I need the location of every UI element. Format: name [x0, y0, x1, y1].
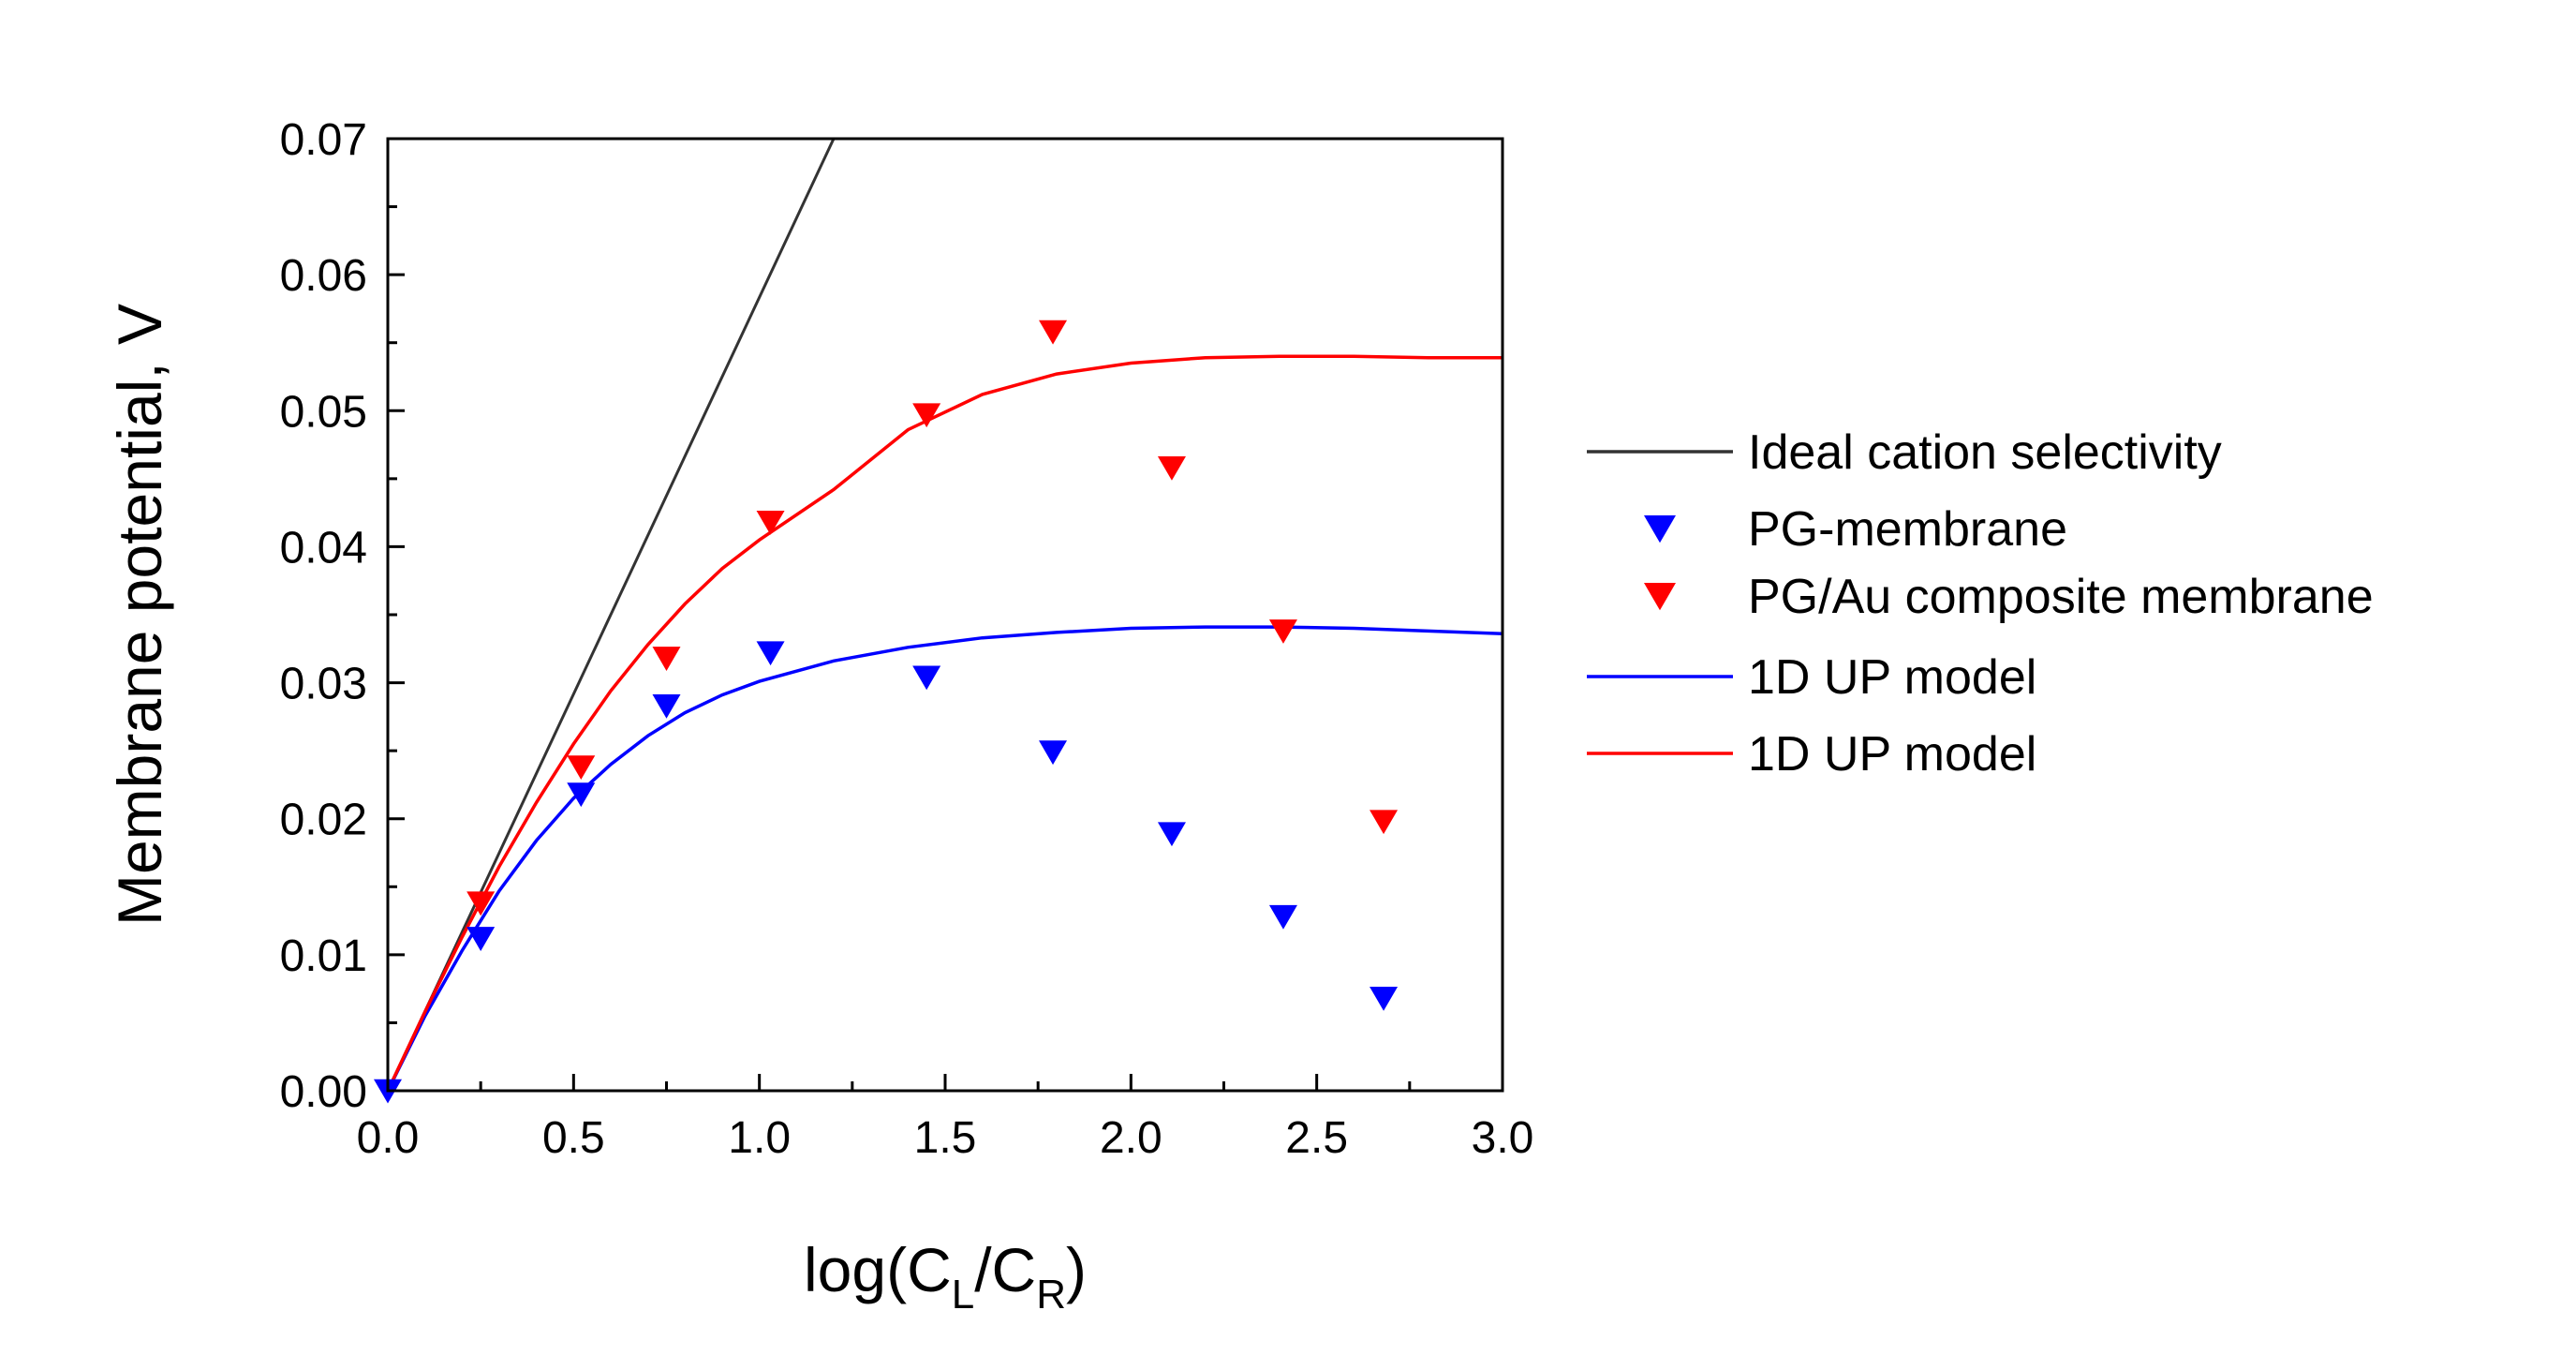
data-point-series-2 [756, 511, 785, 535]
y-tick-label: 0.01 [280, 931, 367, 981]
y-axis-title: Membrane potential, V [105, 304, 174, 926]
x-axis-title-subscript-r: R [1036, 1272, 1066, 1318]
series-line-3 [388, 625, 1503, 1091]
legend-item-3: 1D UP model [1587, 650, 2036, 705]
data-point-series-1 [466, 927, 496, 951]
legend-item-0: Ideal cation selectivity [1587, 425, 2222, 480]
data-point-series-1 [756, 641, 785, 666]
marker-layer [374, 320, 1399, 1104]
y-tick-label: 0.07 [280, 115, 367, 165]
data-point-series-2 [652, 647, 681, 671]
data-point-series-1 [567, 782, 596, 808]
data-point-series-2 [1039, 320, 1068, 345]
x-tick-label: 1.0 [728, 1113, 791, 1163]
y-tick-label: 0.04 [280, 523, 367, 573]
data-point-series-2 [567, 755, 596, 781]
legend-label: 1D UP model [1748, 727, 2036, 782]
x-axis: 0.0 0.5 1.0 1.5 2.0 2.5 3.0 [357, 1074, 1534, 1163]
x-tick-label: 2.0 [1100, 1113, 1162, 1163]
series-layer [388, 139, 1503, 1091]
y-tick-label: 0.06 [280, 251, 367, 301]
y-tick-label: 0.03 [280, 660, 367, 709]
data-point-series-1 [912, 665, 941, 691]
legend-label: PG-membrane [1748, 502, 2067, 557]
series-line-0 [388, 139, 836, 1091]
x-axis-title: log(CL/CR) [804, 1235, 1087, 1318]
y-tick-label: 0.00 [280, 1067, 367, 1117]
series-line-4 [388, 354, 1503, 1091]
data-point-series-2 [912, 403, 941, 428]
legend: Ideal cation selectivity PG-membrane PG/Au… [1587, 425, 2374, 782]
x-axis-title-subscript-l: L [952, 1272, 974, 1318]
data-point-series-1 [1157, 822, 1186, 847]
plot-frame [386, 137, 1504, 1093]
legend-item-4: 1D UP model [1587, 727, 2036, 782]
y-tick-label: 0.02 [280, 796, 367, 845]
legend-marker-swatch [1644, 515, 1676, 543]
x-tick-label: 0.5 [542, 1113, 605, 1163]
data-point-series-1 [1039, 740, 1068, 766]
x-tick-label: 3.0 [1472, 1113, 1534, 1163]
data-point-series-1 [1369, 987, 1399, 1011]
legend-label: 1D UP model [1748, 650, 2036, 705]
x-tick-label: 2.5 [1285, 1113, 1348, 1163]
data-point-series-1 [652, 693, 681, 719]
data-point-series-2 [466, 891, 496, 916]
legend-label: Ideal cation selectivity [1748, 425, 2222, 480]
x-tick-label: 0.0 [357, 1113, 420, 1163]
y-tick-label: 0.05 [280, 387, 367, 437]
legend-item-1: PG-membrane [1644, 502, 2067, 557]
x-tick-label: 1.5 [914, 1113, 977, 1163]
legend-label: PG/Au composite membrane [1748, 570, 2374, 624]
data-point-series-1 [1268, 904, 1297, 930]
data-point-series-2 [1369, 810, 1399, 835]
legend-item-2: PG/Au composite membrane [1644, 570, 2374, 624]
data-point-series-2 [1157, 455, 1186, 481]
data-point-series-2 [1268, 619, 1297, 644]
y-axis: 0.00 0.01 0.02 0.03 0.04 0.05 0.06 0.07 [280, 115, 405, 1117]
legend-marker-swatch [1644, 583, 1676, 611]
